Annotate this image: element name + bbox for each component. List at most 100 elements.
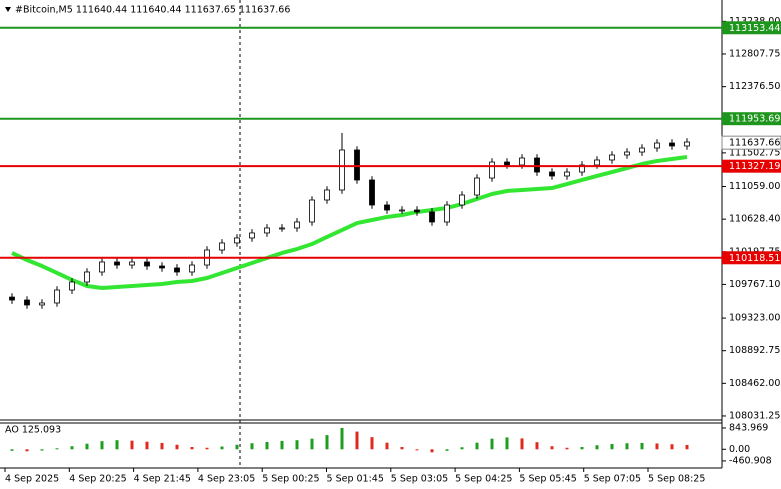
- ao-bar: [70, 446, 74, 450]
- ao-bar: [100, 441, 104, 450]
- candle-body: [564, 171, 570, 177]
- x-tick-label: 4 Sep 2025: [5, 474, 59, 485]
- x-tick-label: 5 Sep 04:25: [455, 474, 512, 485]
- level-label-box: [722, 159, 781, 173]
- x-tick-label: 4 Sep 21:45: [134, 474, 191, 485]
- ao-title: AO 125.093: [5, 425, 61, 436]
- ao-bar: [235, 444, 239, 450]
- ao-bar: [595, 445, 599, 450]
- ao-bar: [145, 441, 149, 450]
- candle-body: [54, 289, 60, 304]
- candle-body: [414, 209, 420, 213]
- candle-body: [24, 299, 30, 306]
- x-tick-label: 4 Sep 23:05: [198, 474, 255, 485]
- candle-body: [129, 261, 135, 266]
- x-tick-label: 5 Sep 03:05: [391, 474, 448, 485]
- moving-average: [11, 155, 688, 290]
- candle-body: [84, 271, 90, 283]
- x-tick-label: 5 Sep 01:45: [327, 474, 384, 485]
- y-tick-label: 110628.40: [729, 214, 780, 225]
- candle-body: [579, 164, 585, 173]
- ao-bar: [340, 427, 344, 450]
- ao-bar: [385, 442, 389, 450]
- ao-bar: [355, 431, 359, 450]
- ao-bar: [625, 443, 629, 450]
- ao-bar: [280, 440, 284, 450]
- ao-bar: [400, 447, 404, 450]
- y-tick-label: 111502.75: [729, 147, 780, 158]
- ao-bar: [610, 443, 614, 450]
- ao-bar: [535, 442, 539, 450]
- candle-body: [639, 147, 645, 153]
- ao-bar: [310, 438, 314, 450]
- y-tick-label: 109767.10: [729, 279, 780, 290]
- level-label: 113153.44: [729, 23, 780, 34]
- ao-bar: [160, 442, 164, 450]
- ao-bar: [520, 438, 524, 450]
- x-tick-label: 5 Sep 05:45: [519, 474, 576, 485]
- x-tick-label: 4 Sep 20:25: [69, 474, 126, 485]
- candle-body: [279, 227, 285, 230]
- candle-body: [624, 151, 630, 156]
- ao-bar: [295, 440, 299, 450]
- candle-body: [549, 171, 555, 177]
- candle-body: [654, 142, 660, 149]
- candle-body: [309, 199, 315, 223]
- current-price-label: 111637.66: [729, 138, 780, 149]
- ao-bar: [640, 442, 644, 450]
- level-label: 110118.51: [729, 253, 780, 264]
- ao-bar: [250, 443, 254, 450]
- candle-body: [474, 177, 480, 196]
- ao-bar: [565, 447, 569, 450]
- candle-body: [504, 161, 510, 166]
- y-tick-label: 108892.75: [729, 345, 780, 356]
- level-label-box: [722, 112, 781, 126]
- candle-body: [159, 265, 165, 269]
- candle-body: [219, 242, 225, 251]
- candle-body: [609, 154, 615, 161]
- candle-body: [234, 237, 240, 244]
- chart-title: #Bitcoin,M5 111640.44 111640.44 111637.6…: [15, 5, 290, 16]
- ao-bar: [175, 444, 179, 450]
- level-label-box: [722, 251, 781, 265]
- ao-bar: [460, 447, 464, 450]
- y-tick-label: 109323.00: [729, 313, 780, 324]
- ao-bar: [10, 449, 14, 451]
- ao-bar: [505, 437, 509, 450]
- collapse-icon[interactable]: [5, 7, 11, 12]
- x-tick-label: 5 Sep 08:25: [648, 474, 705, 485]
- candle-body: [174, 267, 180, 273]
- y-tick-label: 112376.50: [729, 81, 780, 92]
- candle-body: [534, 157, 540, 173]
- candle-body: [114, 261, 120, 266]
- ao-tick-label: 0.00: [729, 444, 750, 455]
- ao-bar: [370, 437, 374, 450]
- candle-body: [459, 194, 465, 206]
- ao-bar: [445, 449, 449, 451]
- ao-tick-label: -460.908: [729, 455, 772, 466]
- ao-bar: [475, 442, 479, 450]
- x-tick-label: 5 Sep 07:05: [584, 474, 641, 485]
- candle-body: [669, 142, 675, 147]
- ao-bar: [25, 449, 29, 452]
- candle-body: [594, 159, 600, 166]
- ao-bar: [325, 435, 329, 450]
- candle-body: [354, 149, 360, 181]
- ao-bar: [85, 443, 89, 450]
- ao-bar: [115, 440, 119, 450]
- candle-body: [384, 204, 390, 211]
- ao-bar: [685, 444, 689, 450]
- level-label: 111953.69: [729, 114, 780, 125]
- candle-body: [429, 211, 435, 223]
- candle-body: [339, 149, 345, 191]
- ao-tick-label: 843.969: [729, 422, 768, 433]
- candle-body: [489, 161, 495, 179]
- current-price-box: [721, 135, 781, 150]
- candle-body: [249, 232, 255, 239]
- candle-body: [144, 261, 150, 267]
- x-tick-label: 5 Sep 00:25: [262, 474, 319, 485]
- y-tick-label: 112807.75: [729, 48, 780, 59]
- candle-body: [264, 227, 270, 234]
- ao-bar: [190, 447, 194, 450]
- level-label: 111327.19: [729, 161, 780, 172]
